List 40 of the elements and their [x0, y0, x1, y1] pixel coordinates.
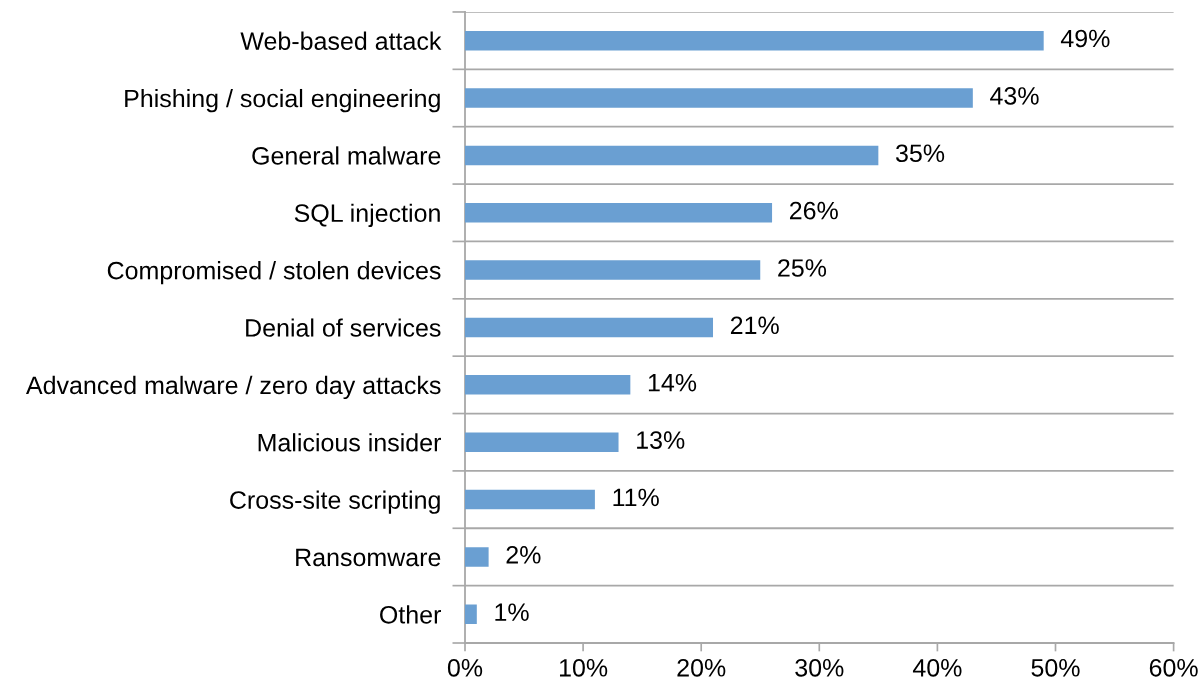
bar [465, 88, 973, 108]
y-tick-label: Other [380, 605, 441, 624]
y-tick-label: Malicious insider [258, 433, 441, 452]
data-label: 1% [495, 603, 529, 621]
x-tick-label: 40% [912, 658, 962, 677]
data-label: 13% [637, 431, 685, 449]
y-tick-label: Denial of services [246, 318, 441, 337]
bar [465, 145, 879, 166]
data-label: 43% [990, 87, 1039, 105]
data-label: 11% [613, 488, 659, 507]
y-tick-label: Ransomware [296, 548, 441, 567]
x-tick-label: 30% [795, 658, 844, 677]
data-label: 35% [895, 144, 945, 163]
bar [465, 30, 1044, 51]
y-tick-label: Compromised / stolen devices [107, 261, 441, 285]
x-tick-label: 0% [447, 658, 483, 677]
bar [465, 375, 631, 395]
y-tick-label: Web-based attack [240, 31, 442, 50]
y-tick-label: Advanced malware / zero day attacks [25, 375, 441, 400]
bar [465, 260, 761, 280]
data-label: 14% [648, 373, 697, 392]
y-tick-label: Phishing / social engineering [125, 88, 440, 113]
y-tick-label: SQL injection [294, 203, 440, 227]
x-tick-label: 60% [1149, 658, 1198, 677]
data-label: 26% [789, 201, 838, 220]
bar [465, 317, 714, 338]
bar [465, 432, 619, 452]
data-label: 2% [506, 545, 541, 564]
y-tick-label: Cross-site scripting [230, 490, 440, 514]
data-label: 25% [778, 259, 827, 277]
bar [465, 203, 773, 223]
data-label: 49% [1060, 29, 1110, 48]
y-tick-label: General malware [252, 146, 441, 165]
data-label: 21% [730, 316, 779, 335]
x-tick-label: 50% [1031, 658, 1080, 677]
x-tick-label: 20% [677, 658, 726, 677]
bar [465, 547, 489, 567]
bar [465, 604, 477, 625]
bar [465, 489, 595, 510]
x-tick-label: 10% [559, 658, 608, 677]
